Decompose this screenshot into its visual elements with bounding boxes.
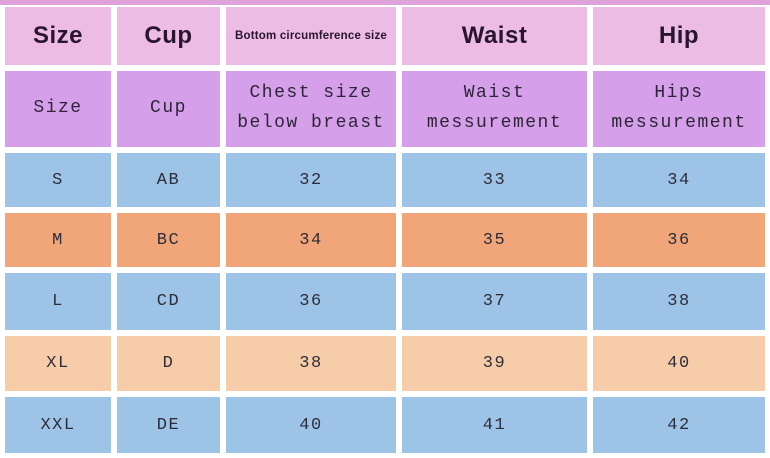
- row-xl-cup: D: [117, 336, 220, 391]
- row-m-waist: 35: [402, 213, 587, 267]
- row-xxl-chest: 40: [226, 397, 396, 453]
- row-l-size: L: [5, 273, 111, 330]
- row-m-cup: BC: [117, 213, 220, 267]
- row-s-size: S: [5, 153, 111, 207]
- subheader-cell-cup: Cup: [117, 71, 220, 147]
- row-xl-size: XL: [5, 336, 111, 391]
- row-m-hip: 36: [593, 213, 765, 267]
- header-cell-size: Size: [5, 7, 111, 65]
- row-xxl-cup: DE: [117, 397, 220, 453]
- header-cell-cup: Cup: [117, 7, 220, 65]
- size-chart-grid: Size Cup Bottom circumference size Waist…: [0, 5, 770, 458]
- subheader-cell-size: Size: [5, 71, 111, 147]
- row-m-size: M: [5, 213, 111, 267]
- subheader-cell-waist-measurement: Waist messurement: [402, 71, 587, 147]
- row-l-waist: 37: [402, 273, 587, 330]
- row-m-chest: 34: [226, 213, 396, 267]
- subheader-cell-hips-measurement: Hips messurement: [593, 71, 765, 147]
- header-cell-hip: Hip: [593, 7, 765, 65]
- row-xl-waist: 39: [402, 336, 587, 391]
- row-l-cup: CD: [117, 273, 220, 330]
- row-s-chest: 32: [226, 153, 396, 207]
- row-xxl-hip: 42: [593, 397, 765, 453]
- top-border-strip: [0, 0, 770, 5]
- row-l-chest: 36: [226, 273, 396, 330]
- header-cell-bottom-circumference: Bottom circumference size: [226, 7, 396, 65]
- row-xl-chest: 38: [226, 336, 396, 391]
- row-xxl-waist: 41: [402, 397, 587, 453]
- row-s-waist: 33: [402, 153, 587, 207]
- subheader-cell-chest-size: Chest size below breast: [226, 71, 396, 147]
- row-xxl-size: XXL: [5, 397, 111, 453]
- header-cell-waist: Waist: [402, 7, 587, 65]
- row-s-cup: AB: [117, 153, 220, 207]
- row-s-hip: 34: [593, 153, 765, 207]
- row-xl-hip: 40: [593, 336, 765, 391]
- row-l-hip: 38: [593, 273, 765, 330]
